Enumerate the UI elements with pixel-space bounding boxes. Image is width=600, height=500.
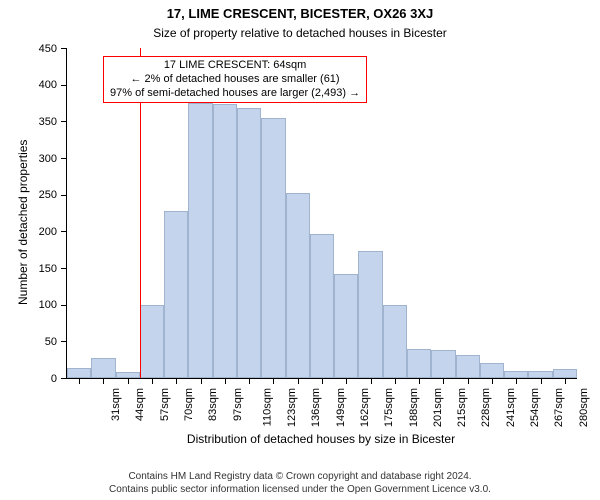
ytick-label: 300 [27, 153, 57, 165]
xtick-label: 70sqm [183, 388, 195, 421]
xtick-mark [492, 378, 493, 384]
xtick-mark [419, 378, 420, 384]
annotation-line: ← 2% of detached houses are smaller (61) [110, 73, 360, 87]
xtick-mark [128, 378, 129, 384]
histogram-bar [237, 108, 261, 378]
xtick-label: 83sqm [207, 388, 219, 421]
xtick-mark [225, 378, 226, 384]
ytick-label: 150 [27, 263, 57, 275]
xtick-label: 201sqm [432, 388, 444, 427]
histogram-bar [431, 350, 455, 378]
xtick-mark [298, 378, 299, 384]
chart-subtitle: Size of property relative to detached ho… [0, 26, 600, 40]
xtick-mark [443, 378, 444, 384]
xtick-mark [322, 378, 323, 384]
xtick-label: 188sqm [408, 388, 420, 427]
annotation-line: 97% of semi-detached houses are larger (… [110, 87, 360, 101]
histogram-bar [67, 368, 91, 378]
ytick-label: 350 [27, 116, 57, 128]
histogram-bar [553, 369, 577, 378]
histogram-bar [480, 363, 504, 378]
ytick-mark [61, 378, 67, 379]
ytick-label: 250 [27, 189, 57, 201]
xtick-label: 254sqm [529, 388, 541, 427]
ytick-mark [61, 341, 67, 342]
xtick-mark [273, 378, 274, 384]
annotation-line: 17 LIME CRESCENT: 64sqm [110, 59, 360, 73]
xtick-mark [371, 378, 372, 384]
histogram-bar [164, 211, 188, 378]
xtick-label: 44sqm [134, 388, 146, 421]
ytick-label: 0 [27, 373, 57, 385]
credits: Contains HM Land Registry data © Crown c… [0, 471, 600, 496]
histogram-bar [407, 349, 431, 378]
histogram-bar [504, 371, 528, 378]
histogram-bar [310, 234, 334, 378]
xtick-label: 31sqm [110, 388, 122, 421]
xtick-label: 97sqm [232, 388, 244, 421]
xtick-label: 149sqm [335, 388, 347, 427]
xtick-mark [201, 378, 202, 384]
xtick-mark [516, 378, 517, 384]
xtick-label: 123sqm [286, 388, 298, 427]
credits-line-1: Contains HM Land Registry data © Crown c… [0, 471, 600, 484]
xtick-mark [176, 378, 177, 384]
histogram-bar [334, 274, 358, 378]
histogram-bar [140, 305, 164, 378]
xtick-mark [79, 378, 80, 384]
y-axis-label: Number of detached properties [16, 140, 30, 305]
histogram-bar [456, 355, 480, 378]
xtick-label: 241sqm [505, 388, 517, 427]
xtick-mark [468, 378, 469, 384]
histogram-bar [528, 371, 552, 378]
histogram-bar [91, 358, 115, 378]
histogram-bar [286, 193, 310, 378]
ytick-mark [61, 268, 67, 269]
ytick-label: 100 [27, 299, 57, 311]
ytick-mark [61, 85, 67, 86]
ytick-label: 400 [27, 79, 57, 91]
annotation-box: 17 LIME CRESCENT: 64sqm← 2% of detached … [103, 56, 367, 103]
plot-area: 05010015020025030035040045031sqm44sqm57s… [66, 48, 577, 379]
xtick-label: 280sqm [578, 388, 590, 427]
xtick-mark [152, 378, 153, 384]
xtick-label: 175sqm [383, 388, 395, 427]
xtick-mark [395, 378, 396, 384]
ytick-mark [61, 121, 67, 122]
histogram-bar [213, 104, 237, 378]
xtick-label: 267sqm [553, 388, 565, 427]
histogram-bar [188, 103, 212, 378]
histogram-bar [261, 118, 285, 378]
chart-container: 17, LIME CRESCENT, BICESTER, OX26 3XJ Si… [0, 0, 600, 500]
xtick-label: 228sqm [481, 388, 493, 427]
xtick-mark [346, 378, 347, 384]
histogram-bar [358, 251, 382, 378]
xtick-label: 162sqm [359, 388, 371, 427]
ytick-label: 50 [27, 336, 57, 348]
ytick-label: 450 [27, 43, 57, 55]
xtick-mark [565, 378, 566, 384]
xtick-label: 215sqm [456, 388, 468, 427]
xtick-label: 110sqm [261, 388, 273, 426]
xtick-mark [103, 378, 104, 384]
page-title: 17, LIME CRESCENT, BICESTER, OX26 3XJ [0, 6, 600, 21]
histogram-bar [383, 305, 407, 378]
xtick-label: 136sqm [311, 388, 323, 427]
ytick-mark [61, 305, 67, 306]
ytick-mark [61, 195, 67, 196]
ytick-mark [61, 231, 67, 232]
ytick-mark [61, 48, 67, 49]
xtick-label: 57sqm [159, 388, 171, 421]
xtick-mark [249, 378, 250, 384]
credits-line-2: Contains public sector information licen… [0, 484, 600, 497]
ytick-label: 200 [27, 226, 57, 238]
xtick-mark [541, 378, 542, 384]
ytick-mark [61, 158, 67, 159]
x-axis-label: Distribution of detached houses by size … [66, 432, 576, 446]
